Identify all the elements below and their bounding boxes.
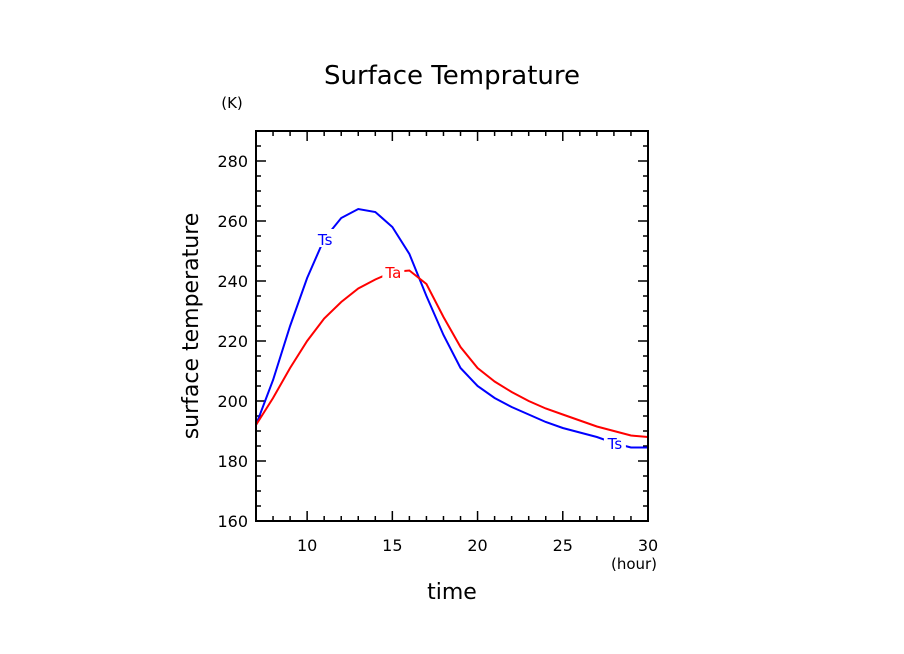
series-label-bg <box>382 262 405 280</box>
y-tick-label: 280 <box>217 152 248 171</box>
x-unit: (hour) <box>611 555 657 573</box>
series-label: Ts <box>317 231 333 249</box>
y-tick-label: 220 <box>217 332 248 351</box>
y-tick-label: 160 <box>217 512 248 531</box>
x-tick-label: 15 <box>382 536 402 555</box>
x-tick-label: 25 <box>553 536 573 555</box>
series-label: Ta <box>384 264 401 282</box>
plot-frame <box>255 130 649 522</box>
x-tick-label: 10 <box>297 536 317 555</box>
series-label-bg <box>603 433 626 451</box>
y-tick-label: 200 <box>217 392 248 411</box>
chart-title: Surface Temprature <box>324 61 580 91</box>
y-unit: (K) <box>221 94 243 112</box>
series-line-ta <box>255 269 649 438</box>
y-tick-label: 240 <box>217 272 248 291</box>
y-axis-label: surface temperature <box>179 213 204 440</box>
x-axis-label: time <box>427 580 477 605</box>
y-tick-label: 260 <box>217 212 248 231</box>
series-label: Ts <box>607 435 623 453</box>
x-tick-label: 20 <box>467 536 487 555</box>
y-tick-label: 180 <box>217 452 248 471</box>
x-tick-label: 30 <box>638 536 658 555</box>
series-label-bg <box>314 229 337 247</box>
